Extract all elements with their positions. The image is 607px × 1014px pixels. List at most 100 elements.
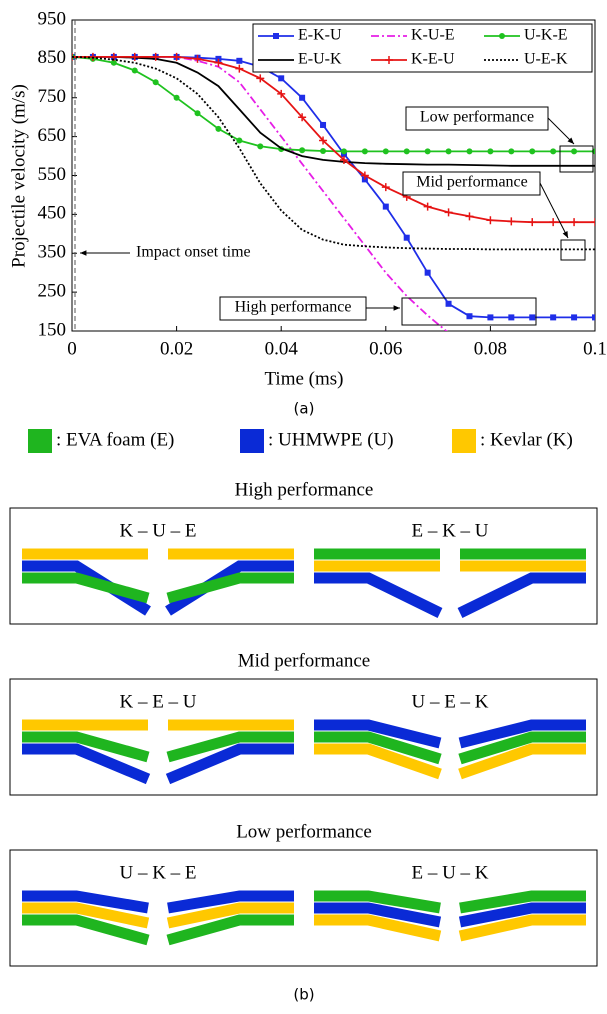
x-tick-label: 0	[67, 338, 77, 359]
marker	[72, 52, 76, 61]
panel-title: Mid performance	[238, 650, 370, 671]
legend-label: U-E-K	[524, 51, 568, 68]
plate-layer	[22, 743, 294, 785]
annotation: Low performance	[420, 109, 534, 126]
y-tick-label: 850	[38, 47, 67, 68]
y-tick-label: 950	[38, 8, 67, 29]
plate-layer	[22, 902, 294, 929]
marker	[340, 148, 347, 155]
marker	[151, 52, 160, 61]
marker	[320, 121, 327, 128]
marker	[529, 314, 536, 321]
marker	[445, 300, 452, 307]
x-tick-label: 0.08	[474, 338, 507, 359]
marker	[130, 52, 139, 61]
panel-title: High performance	[235, 479, 374, 500]
panel-frame	[9, 678, 598, 796]
x-tick-label: 0.06	[369, 338, 402, 359]
panel-frame	[9, 849, 598, 967]
marker	[466, 148, 473, 155]
series-line	[72, 56, 448, 331]
panel-title: Low performance	[236, 821, 372, 842]
plate-layer	[314, 914, 586, 942]
material-swatch	[28, 429, 52, 453]
marker	[529, 148, 536, 155]
annotation-arrow	[539, 182, 569, 239]
marker	[320, 148, 327, 155]
arrow-head	[567, 137, 574, 144]
legend-label: K-U-E	[411, 27, 455, 44]
panel-frame	[9, 507, 598, 625]
marker	[508, 314, 515, 321]
marker	[277, 89, 286, 98]
marker	[152, 79, 159, 86]
plate-layer	[314, 572, 586, 618]
marker	[172, 52, 181, 61]
marker	[235, 64, 244, 73]
annotation: Mid performance	[416, 174, 528, 191]
marker	[507, 217, 516, 226]
marker	[445, 148, 452, 155]
marker	[236, 137, 243, 144]
marker	[424, 148, 431, 155]
marker	[499, 33, 505, 39]
x-tick-label: 0.02	[160, 338, 193, 359]
x-tick-label: 0.04	[265, 338, 299, 359]
marker	[570, 218, 579, 227]
material-label: : Kevlar (K)	[480, 429, 573, 450]
plate-layer	[314, 743, 586, 780]
plate-layer	[22, 914, 294, 946]
plate-layer	[314, 890, 586, 914]
x-axis-label: Time (ms)	[264, 368, 343, 389]
marker	[278, 75, 285, 82]
marker	[592, 314, 595, 321]
annotation: Impact onset time	[136, 244, 251, 261]
arrow-head	[562, 231, 568, 238]
y-tick-label: 550	[38, 164, 67, 185]
marker	[299, 147, 306, 154]
marker	[382, 203, 389, 210]
plate-layer	[314, 902, 586, 928]
marker	[465, 212, 474, 221]
plate-layer	[22, 890, 294, 914]
series-line	[72, 56, 595, 251]
marker	[361, 148, 368, 155]
marker	[214, 58, 223, 67]
arrow-head	[80, 250, 87, 256]
marker	[257, 143, 264, 150]
marker	[487, 314, 494, 321]
panel-label: U – K – E	[119, 862, 196, 883]
marker	[571, 148, 578, 155]
panel-label: U – E – K	[411, 691, 488, 712]
marker	[571, 314, 578, 321]
annotation: High performance	[235, 299, 352, 316]
marker	[444, 208, 453, 217]
material-swatch	[240, 429, 264, 453]
material-label: : EVA foam (E)	[56, 429, 174, 450]
marker	[193, 54, 202, 63]
marker	[382, 148, 389, 155]
panel-label: K – U – E	[119, 520, 196, 541]
plate-layer	[314, 731, 586, 765]
marker	[236, 57, 243, 64]
y-tick-label: 150	[38, 319, 67, 340]
marker	[215, 125, 222, 132]
legend-box	[252, 23, 593, 73]
marker	[549, 218, 558, 227]
marker	[273, 33, 279, 39]
marker	[381, 183, 390, 192]
marker	[528, 218, 537, 227]
y-tick-label: 450	[38, 203, 67, 224]
series-line	[72, 56, 595, 167]
marker	[298, 113, 307, 122]
material-swatch	[452, 429, 476, 453]
plate-layer	[314, 719, 586, 749]
caption: (a)	[294, 400, 315, 418]
marker	[403, 234, 410, 241]
y-axis-label: Projectile velocity (m/s)	[8, 84, 29, 268]
arrow-head	[393, 305, 400, 311]
annotation-region	[559, 145, 594, 173]
legend-label: E-U-K	[298, 51, 342, 68]
legend-label: E-K-U	[298, 27, 342, 44]
